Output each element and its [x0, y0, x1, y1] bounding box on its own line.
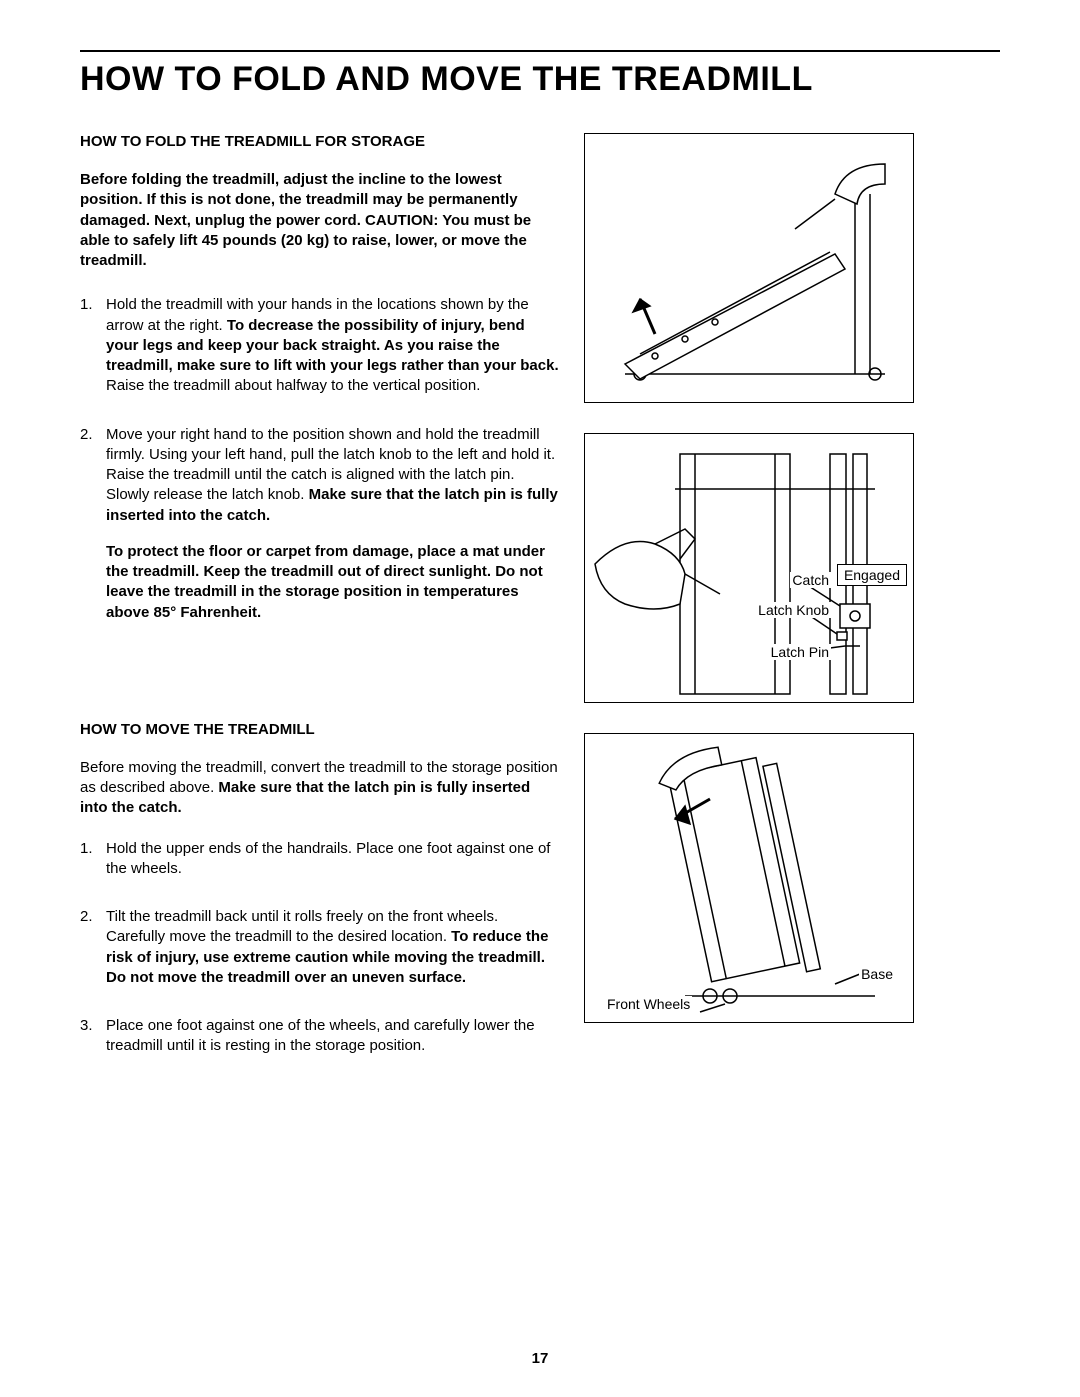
- figure-move: Base Front Wheels: [584, 733, 914, 1023]
- move-step-1: Hold the upper ends of the handrails. Pl…: [80, 839, 560, 880]
- fold-heading: HOW TO FOLD THE TREADMILL FOR STORAGE: [80, 133, 560, 150]
- move-step-2: Tilt the treadmill back until it rolls f…: [80, 907, 560, 988]
- front-wheels-label: Front Wheels: [605, 996, 692, 1012]
- fold-step-2: Move your right hand to the position sho…: [80, 425, 560, 623]
- top-rule: [80, 50, 1000, 52]
- latch-pin-label: Latch Pin: [769, 644, 831, 660]
- figure-fold: [584, 133, 914, 403]
- page-number: 17: [0, 1350, 1080, 1367]
- page-title: HOW TO FOLD AND MOVE THE TREADMILL: [80, 60, 1000, 99]
- catch-label: Catch: [790, 572, 831, 588]
- move-steps: Hold the upper ends of the handrails. Pl…: [80, 839, 560, 1057]
- move-intro: Before moving the treadmill, convert the…: [80, 758, 560, 819]
- move-heading: HOW TO MOVE THE TREADMILL: [80, 721, 560, 738]
- fold-step2-c: To protect the floor or carpet from dama…: [106, 542, 560, 623]
- base-label: Base: [859, 966, 895, 982]
- move-step2-a: Tilt the treadmill back until it rolls f…: [106, 908, 498, 945]
- figure-column: Engaged Catch Latch Knob Latch Pin: [584, 133, 1000, 1085]
- fold-intro: Before folding the treadmill, adjust the…: [80, 170, 560, 271]
- fold-step1-c: Raise the treadmill about halfway to the…: [106, 377, 480, 394]
- fold-step-1: Hold the treadmill with your hands in th…: [80, 295, 560, 396]
- move-step-3: Place one foot against one of the wheels…: [80, 1016, 560, 1057]
- text-column: HOW TO FOLD THE TREADMILL FOR STORAGE Be…: [80, 133, 560, 1085]
- engaged-label: Engaged: [837, 564, 907, 586]
- latch-knob-label: Latch Knob: [756, 602, 831, 618]
- treadmill-lift-icon: [585, 134, 915, 404]
- fold-steps: Hold the treadmill with your hands in th…: [80, 295, 560, 623]
- figure-latch: Engaged Catch Latch Knob Latch Pin: [584, 433, 914, 703]
- content-area: HOW TO FOLD THE TREADMILL FOR STORAGE Be…: [80, 133, 1000, 1085]
